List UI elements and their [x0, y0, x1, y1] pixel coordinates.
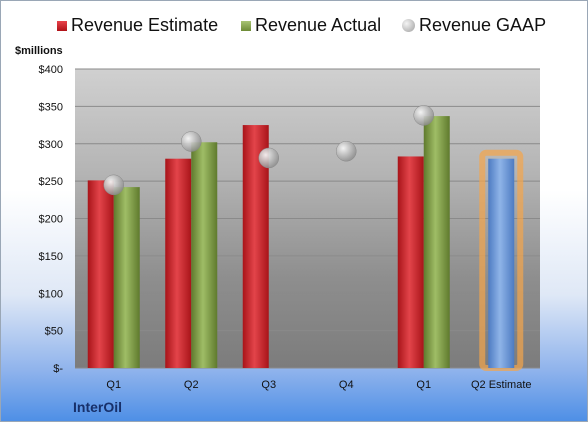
- y-axis-unit-label: $millions: [15, 45, 63, 57]
- bar-revenue-actual: [113, 187, 140, 368]
- bar-revenue-estimate-forecast: [488, 158, 515, 368]
- point-revenue-gaap: [258, 147, 279, 169]
- bar-revenue-estimate: [87, 180, 114, 368]
- bar-revenue-actual: [423, 116, 450, 368]
- y-tick-label: $350: [39, 101, 63, 113]
- bar-revenue-estimate: [165, 158, 192, 368]
- point-revenue-gaap: [336, 140, 357, 162]
- x-tick-label: Q1: [416, 379, 431, 391]
- bar-revenue-actual: [191, 142, 218, 368]
- bar-revenue-estimate: [397, 156, 424, 368]
- legend-item-actual: Revenue Actual: [241, 15, 381, 36]
- chart-legend: Revenue Estimate Revenue Actual Revenue …: [1, 15, 587, 43]
- x-tick-label: Q3: [261, 379, 276, 391]
- point-revenue-gaap: [103, 174, 124, 196]
- y-tick-label: $200: [39, 214, 63, 226]
- x-tick-label: Q2 Estimate: [471, 379, 532, 391]
- legend-label-actual: Revenue Actual: [255, 15, 382, 35]
- y-tick-label: $250: [39, 176, 63, 188]
- point-revenue-gaap: [413, 105, 434, 126]
- legend-swatch-gaap: [402, 19, 415, 32]
- company-name: InterOil: [73, 399, 123, 415]
- legend-item-estimate: Revenue Estimate: [57, 15, 218, 36]
- legend-item-gaap: Revenue GAAP: [402, 15, 546, 36]
- y-tick-label: $50: [45, 326, 63, 338]
- legend-label-gaap: Revenue GAAP: [419, 15, 547, 35]
- legend-label-estimate: Revenue Estimate: [71, 15, 219, 35]
- y-tick-label: $100: [39, 288, 63, 300]
- y-tick-label: $400: [39, 64, 63, 76]
- y-tick-label: $150: [39, 251, 63, 263]
- x-tick-label: Q1: [106, 379, 121, 391]
- y-tick-label: $-: [53, 363, 63, 375]
- x-tick-label: Q4: [339, 379, 354, 391]
- legend-swatch-estimate: [57, 20, 67, 31]
- y-tick-label: $300: [39, 139, 63, 151]
- x-tick-label: Q2: [184, 379, 199, 391]
- legend-swatch-actual: [241, 20, 251, 31]
- point-revenue-gaap: [181, 131, 202, 152]
